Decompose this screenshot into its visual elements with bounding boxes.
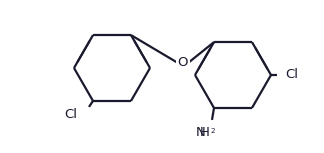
Text: H: H xyxy=(200,126,210,139)
Text: N: N xyxy=(196,126,206,139)
Text: $_2$: $_2$ xyxy=(210,126,216,136)
Text: Cl: Cl xyxy=(64,108,77,121)
Text: O: O xyxy=(178,56,188,69)
Text: Cl: Cl xyxy=(285,69,298,82)
